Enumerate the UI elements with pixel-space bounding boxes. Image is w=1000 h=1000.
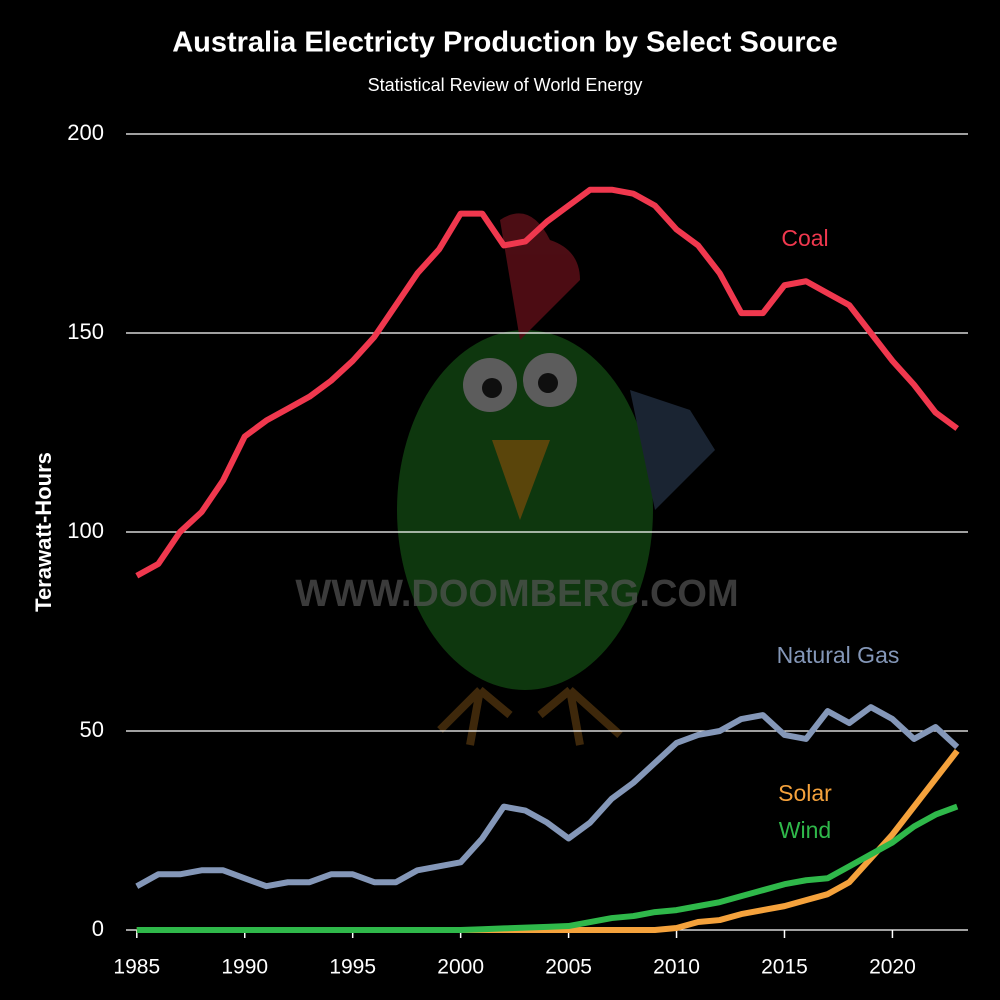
x-tick-label: 2015 xyxy=(761,956,808,979)
series-label: Natural Gas xyxy=(777,642,900,668)
x-tick-label: 2010 xyxy=(653,956,700,979)
x-tick-label: 2005 xyxy=(545,956,592,979)
x-tick-label: 1990 xyxy=(221,956,268,979)
series-line xyxy=(135,704,960,890)
chart-subtitle: Statistical Review of World Energy xyxy=(368,75,643,95)
x-tick-label: 2000 xyxy=(437,956,484,979)
series-line xyxy=(136,803,959,933)
x-tick-label: 1985 xyxy=(113,956,160,979)
x-tick-label: 1995 xyxy=(329,956,376,979)
series-label: Coal xyxy=(781,225,828,251)
watermark: WWW.DOOMBERG.COM xyxy=(295,573,738,615)
y-tick-label: 200 xyxy=(67,120,104,145)
x-tick-label: 2020 xyxy=(869,956,916,979)
y-tick-label: 150 xyxy=(67,319,104,344)
series-label: Wind xyxy=(779,817,831,843)
y-tick-label: 0 xyxy=(92,916,104,941)
chart-title: Australia Electricty Production by Selec… xyxy=(172,27,838,59)
series-line xyxy=(135,186,959,579)
y-tick-label: 100 xyxy=(67,518,104,543)
series-label: Solar xyxy=(778,780,832,806)
y-axis-label: Terawatt-Hours xyxy=(31,452,56,612)
y-tick-label: 50 xyxy=(80,717,104,742)
